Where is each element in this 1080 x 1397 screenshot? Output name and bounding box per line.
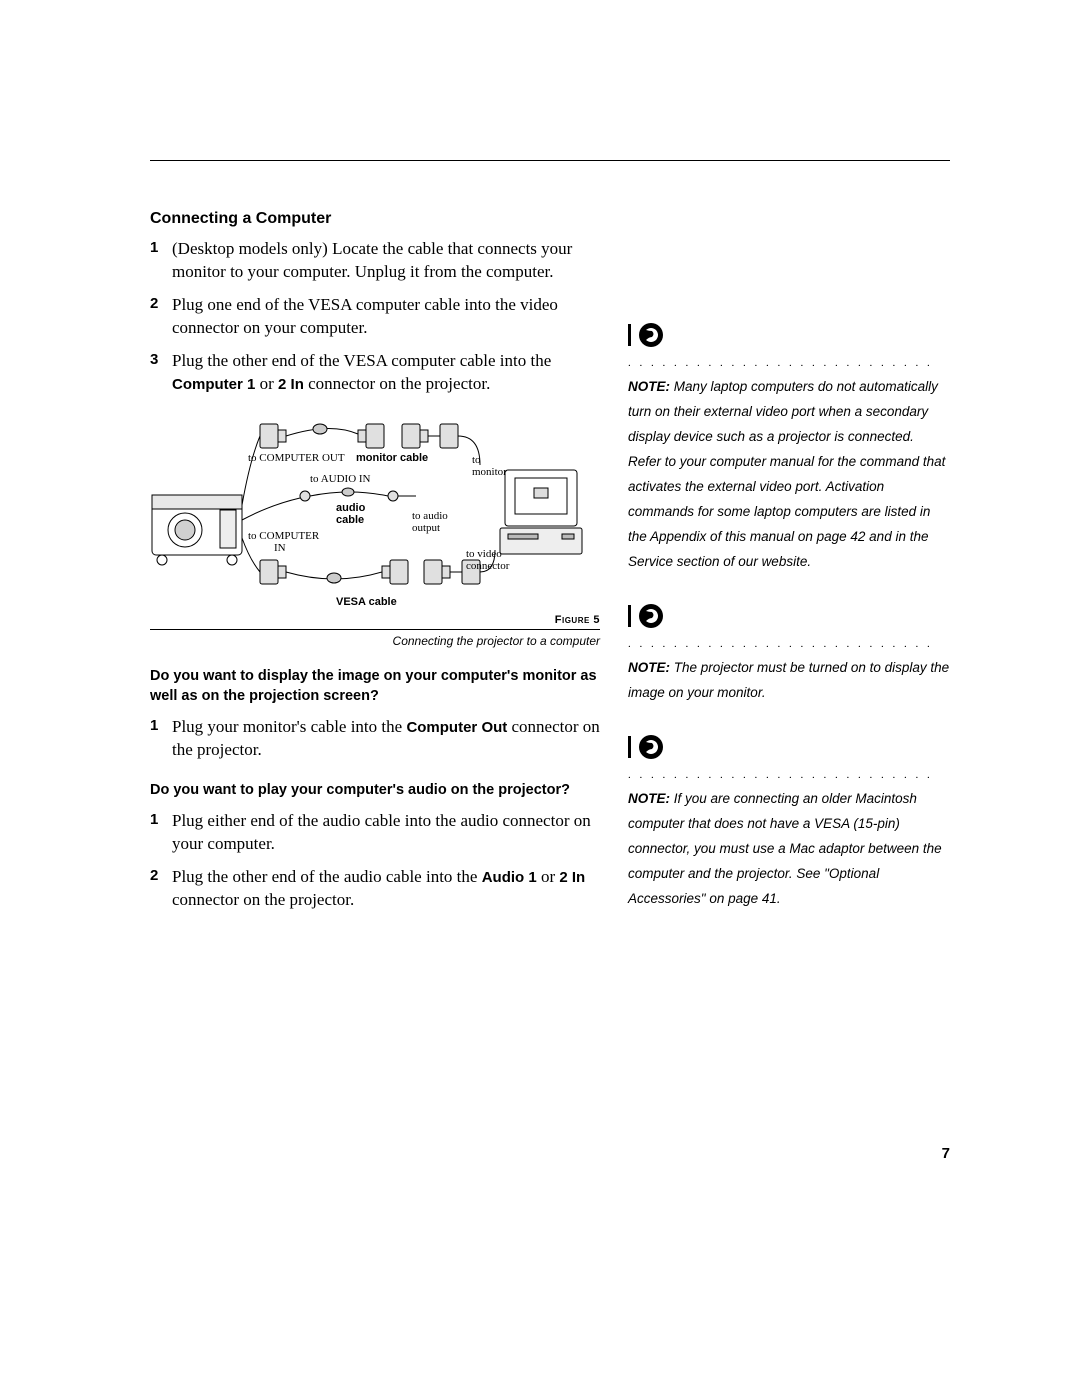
note-3: . . . . . . . . . . . . . . . . . . . . … [628,732,950,912]
note-icon [628,732,662,762]
steps-audio: Plug either end of the audio cable into … [150,810,600,912]
note-dots: . . . . . . . . . . . . . . . . . . . . … [628,638,950,650]
step-text: Plug the other end of the audio cable in… [172,867,482,886]
note-dots: . . . . . . . . . . . . . . . . . . . . … [628,769,950,781]
step-text: or [537,867,560,886]
step-text: or [255,374,278,393]
step-2: Plug the other end of the audio cable in… [150,866,600,912]
figure-label: Figure 5 [555,614,600,626]
side-column: . . . . . . . . . . . . . . . . . . . . … [628,210,950,938]
step-text: Plug one end of the VESA computer cable … [172,295,558,337]
lbl-monitor-cable: monitor cable [356,452,428,464]
figure-description: Connecting the projector to a computer [393,634,600,648]
lbl-to-computer-in: to COMPUTERIN [248,530,319,554]
note-label: NOTE: [628,791,670,806]
figure-5: to COMPUTER OUT monitor cable tomonitor … [150,410,600,648]
step-1: Plug your monitor's cable into the Compu… [150,716,600,762]
bold-term: Computer 1 [172,376,255,393]
step-text: Plug your monitor's cable into the [172,717,406,736]
step-1: (Desktop models only) Locate the cable t… [150,238,600,284]
steps-main: (Desktop models only) Locate the cable t… [150,238,600,396]
lbl-vesa-cable: VESA cable [336,596,397,608]
lbl-audio-cable: audiocable [336,502,365,526]
note-body: If you are connecting an older Macintosh… [628,791,942,906]
note-1: . . . . . . . . . . . . . . . . . . . . … [628,320,950,575]
note-text: NOTE: The projector must be turned on to… [628,656,950,706]
note-body: Many laptop computers do not automatical… [628,379,945,569]
note-icon [628,320,662,350]
question-monitor: Do you want to display the image on your… [150,666,600,707]
step-text: (Desktop models only) Locate the cable t… [172,239,572,281]
note-body: The projector must be turned on to displ… [628,660,949,700]
question-audio: Do you want to play your computer's audi… [150,780,600,800]
note-text: NOTE: If you are connecting an older Mac… [628,787,950,912]
bold-term: Computer Out [406,719,507,736]
step-text: Plug the other end of the VESA computer … [172,351,551,370]
lbl-to-monitor: tomonitor [472,454,507,478]
note-dots: . . . . . . . . . . . . . . . . . . . . … [628,357,950,369]
step-text: Plug either end of the audio cable into … [172,811,591,853]
note-label: NOTE: [628,660,670,675]
figure-caption: Figure 5 Connecting the projector to a c… [150,614,600,648]
bold-term: 2 In [559,869,585,886]
bold-term: Audio 1 [482,869,537,886]
manual-page: Connecting a Computer (Desktop models on… [0,0,1080,1397]
step-3: Plug the other end of the VESA computer … [150,350,600,396]
step-text: connector on the projector. [304,374,490,393]
connection-diagram: to COMPUTER OUT monitor cable tomonitor … [150,410,590,610]
note-2: . . . . . . . . . . . . . . . . . . . . … [628,601,950,706]
content-columns: Connecting a Computer (Desktop models on… [150,210,950,938]
header-rule [150,160,950,161]
lbl-to-video-connector: to videoconnector [466,548,509,572]
diagram-svg [150,410,590,610]
bold-term: 2 In [278,376,304,393]
section-title: Connecting a Computer [150,210,600,228]
note-icon [628,601,662,631]
lbl-to-audio-in: to AUDIO IN [310,473,371,485]
lbl-to-computer-out: to COMPUTER OUT [248,452,345,464]
lbl-to-audio-output: to audiooutput [412,510,448,534]
page-number: 7 [942,1145,950,1162]
note-text: NOTE: Many laptop computers do not autom… [628,375,950,575]
step-text: connector on the projector. [172,890,354,909]
steps-monitor: Plug your monitor's cable into the Compu… [150,716,600,762]
figure-rule [150,629,600,630]
main-column: Connecting a Computer (Desktop models on… [150,210,600,938]
step-2: Plug one end of the VESA computer cable … [150,294,600,340]
step-1: Plug either end of the audio cable into … [150,810,600,856]
note-label: NOTE: [628,379,670,394]
